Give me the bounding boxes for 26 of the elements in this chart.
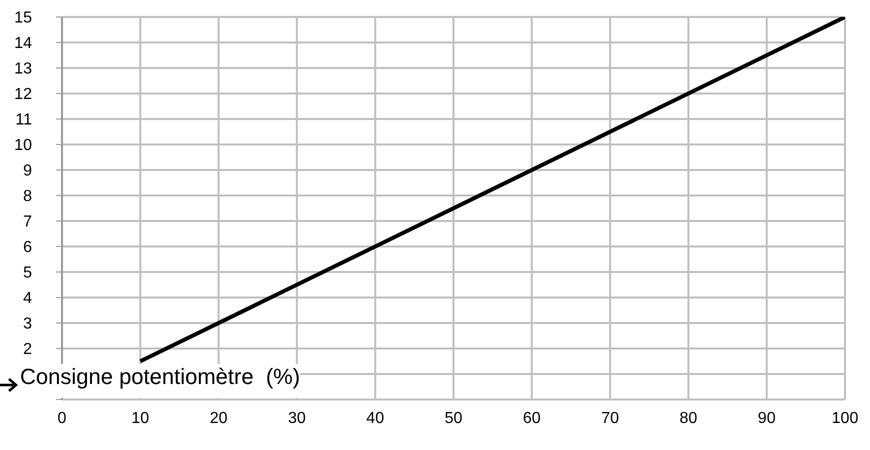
x-tick-label: 60 [522, 410, 541, 427]
y-tick-label: 2 [23, 341, 32, 358]
x-tick-label: 20 [210, 410, 228, 427]
y-tick-label: 7 [23, 214, 32, 231]
x-tick-label: 80 [680, 410, 698, 427]
x-tick-label: 10 [131, 410, 150, 427]
x-tick-label: 0 [58, 410, 67, 427]
x-tick-label: 90 [758, 410, 776, 427]
y-tick-label: 9 [23, 162, 32, 180]
y-tick-label: 14 [14, 35, 32, 52]
x-tick-label: 70 [601, 410, 620, 427]
y-tick-label: 8 [23, 188, 32, 206]
x-axis-title: Consigne potentiomètre (%) [20, 364, 300, 398]
x-tick-label: 40 [366, 410, 384, 427]
y-tick-label: 12 [14, 86, 32, 104]
x-tick-label: 50 [444, 410, 462, 427]
x-tick-label: 100 [832, 410, 858, 427]
y-tick-label: 5 [23, 264, 32, 282]
y-tick-label: 11 [15, 112, 32, 129]
y-tick-label: 6 [23, 239, 32, 256]
x-tick-label: 30 [288, 410, 306, 427]
y-tick-label: 15 [14, 10, 32, 27]
y-tick-label: 10 [14, 137, 32, 154]
y-tick-label: 4 [23, 290, 32, 308]
y-tick-label: 13 [14, 60, 32, 78]
y-tick-label: 3 [23, 316, 32, 333]
